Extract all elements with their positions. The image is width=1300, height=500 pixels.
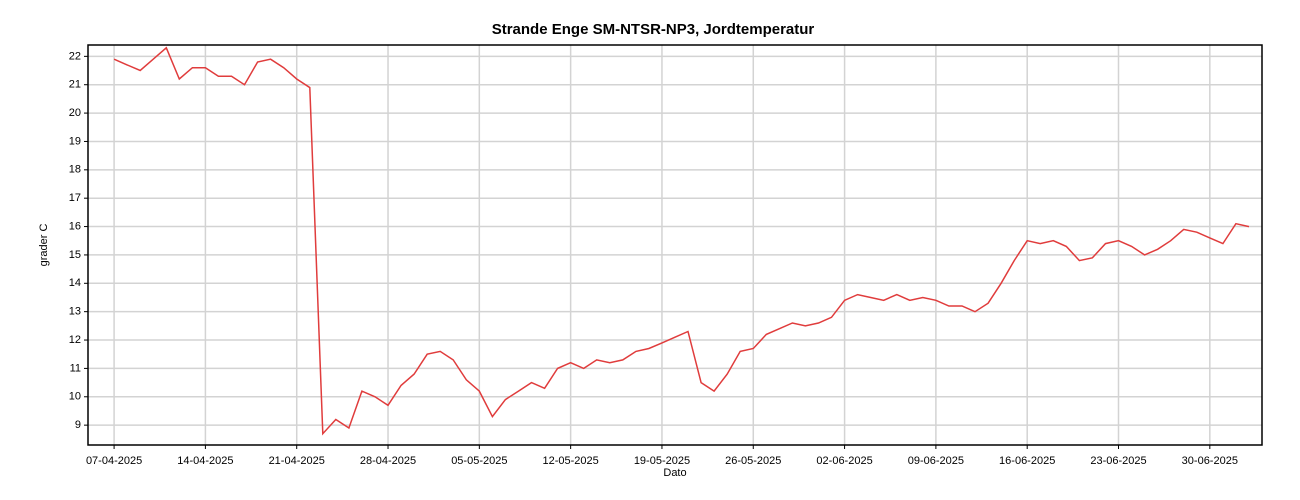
x-tick-label: 26-05-2025: [725, 455, 781, 467]
y-tick-label: 11: [70, 362, 81, 374]
x-tick-label: 02-06-2025: [816, 455, 872, 467]
y-tick-label: 21: [69, 79, 81, 91]
y-tick-label: 18: [69, 164, 81, 176]
y-tick-label: 19: [69, 135, 81, 147]
x-tick-label: 19-05-2025: [634, 455, 690, 467]
x-tick-label: 23-06-2025: [1090, 455, 1146, 467]
y-tick-label: 17: [69, 192, 81, 204]
y-tick-label: 9: [75, 419, 81, 431]
x-tick-label: 07-04-2025: [86, 455, 142, 467]
y-tick-label: 20: [69, 107, 81, 119]
x-tick-label: 12-05-2025: [543, 455, 599, 467]
x-tick-label: 14-04-2025: [177, 455, 233, 467]
y-tick-label: 13: [69, 306, 81, 318]
y-tick-label: 12: [69, 334, 81, 346]
y-tick-label: 16: [69, 220, 81, 232]
x-axis-label: Dato: [663, 467, 686, 479]
x-tick-label: 16-06-2025: [999, 455, 1055, 467]
y-tick-label: 15: [69, 249, 81, 261]
y-tick-label: 22: [69, 50, 81, 62]
x-tick-label: 28-04-2025: [360, 455, 416, 467]
y-axis-label: grader C: [38, 224, 50, 267]
data-line: [113, 46, 1250, 436]
x-tick-label: 30-06-2025: [1182, 455, 1238, 467]
chart-title: Strande Enge SM-NTSR-NP3, Jordtemperatur: [492, 21, 815, 38]
y-tick-label: 14: [69, 277, 81, 289]
x-tick-label: 21-04-2025: [269, 455, 325, 467]
plot-frame: [87, 44, 1263, 446]
x-tick-label: 05-05-2025: [451, 455, 507, 467]
y-tick-label: 10: [69, 391, 81, 403]
x-tick-label: 09-06-2025: [908, 455, 964, 467]
